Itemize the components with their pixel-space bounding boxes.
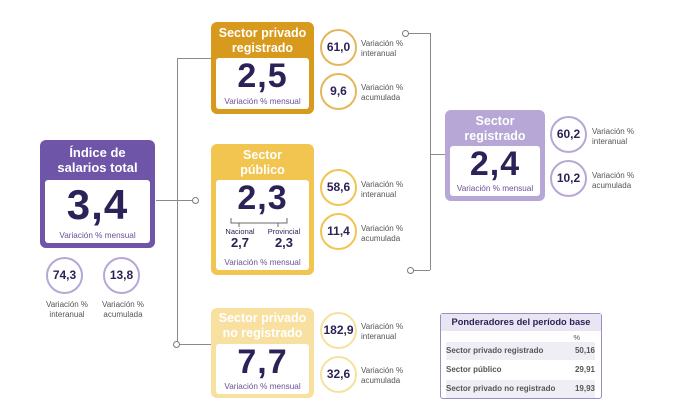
- connector-to-registrado: [430, 154, 445, 155]
- registrado-card: Sector registrado 2,4 Variación % mensua…: [445, 110, 545, 201]
- privado-registrado-caption: Variación % mensual: [224, 97, 301, 106]
- registrado-interanual-label: Variación % interanual: [592, 127, 635, 146]
- no-registrado-interanual-circle: 182,9: [320, 312, 357, 349]
- connector-node: [173, 341, 180, 348]
- publico-title: Sector público: [240, 148, 285, 177]
- publico-split-bracket: [230, 218, 288, 227]
- table-row-value: 29,91: [574, 365, 595, 374]
- publico-interanual-circle: 58,6: [320, 169, 357, 206]
- registrado-acumulada-label: Variación % acumulada: [592, 171, 635, 190]
- table-row-label: Sector público: [446, 365, 502, 374]
- registrado-value: 2,4: [469, 145, 521, 183]
- no-registrado-title: Sector privado no registrado: [218, 311, 307, 340]
- registrado-caption: Variación % mensual: [456, 184, 534, 193]
- total-acumulada-label: Variación % acumulada: [101, 300, 145, 319]
- table-row-label: Sector privado registrado: [446, 346, 544, 355]
- total-interanual-label: Variación % interanual: [45, 300, 89, 319]
- publico-nacional: Nacional 2,7: [220, 227, 260, 249]
- total-card: Índice de salarios total 3,4 Variación %…: [40, 140, 155, 248]
- connector-trunk: [177, 58, 178, 344]
- total-interanual-circle: 74,3: [46, 257, 83, 294]
- privado-registrado-acumulada-circle: 9,6: [320, 73, 357, 110]
- publico-value: 2,3: [237, 179, 288, 217]
- no-registrado-card: Sector privado no registrado 7,7 Variaci…: [211, 308, 314, 398]
- table-row-label: Sector privado no registrado: [446, 384, 556, 393]
- no-registrado-acumulada-circle: 32,6: [320, 356, 357, 393]
- privado-registrado-title: Sector privado registrado: [218, 26, 307, 55]
- table-row-value: 19,93: [574, 384, 595, 393]
- registrado-acumulada-circle: 10,2: [550, 160, 587, 197]
- connector-right-bottom: [410, 270, 430, 271]
- no-registrado-value: 7,7: [237, 343, 288, 381]
- connector-node: [407, 267, 414, 274]
- table-row: Sector privado registrado 50,16: [446, 342, 595, 360]
- privado-registrado-card: Sector privado registrado 2,5 Variación …: [211, 22, 314, 114]
- publico-provincial-label: Provincial: [267, 227, 301, 236]
- registrado-title: Sector registrado: [464, 114, 526, 143]
- ponderadores-title: Ponderadores del período base: [441, 314, 601, 331]
- connector-node: [192, 197, 199, 204]
- total-acumulada-circle: 13,8: [103, 257, 140, 294]
- privado-registrado-interanual-circle: 61,0: [320, 29, 357, 66]
- connector-to-privado-registrado: [177, 58, 211, 59]
- table-row-value: 50,16: [574, 346, 595, 355]
- total-value: 3,4: [66, 181, 129, 228]
- no-registrado-acumulada-label: Variación % acumulada: [361, 366, 404, 385]
- privado-registrado-acumulada-label: Variación % acumulada: [361, 83, 404, 102]
- no-registrado-caption: Variación % mensual: [224, 382, 301, 391]
- publico-provincial-value: 2,3: [274, 235, 294, 250]
- ponderadores-unit: %: [573, 333, 580, 342]
- publico-acumulada-circle: 11,4: [320, 213, 357, 250]
- total-caption: Variación % mensual: [59, 231, 136, 240]
- privado-registrado-value: 2,5: [237, 57, 288, 95]
- connector-node: [402, 30, 409, 37]
- connector-to-total: [156, 200, 196, 201]
- publico-acumulada-label: Variación % acumulada: [361, 224, 404, 243]
- connector-right-trunk: [430, 33, 431, 270]
- table-row: Sector público 29,91: [446, 361, 595, 379]
- registrado-interanual-circle: 60,2: [550, 116, 587, 153]
- table-row: Sector privado no registrado 19,93: [446, 380, 595, 398]
- publico-card: Sector público 2,3 Nacional 2,7 Provinci…: [211, 144, 314, 275]
- publico-nacional-value: 2,7: [230, 235, 250, 250]
- connector-to-no-registrado: [177, 344, 211, 345]
- privado-registrado-interanual-label: Variación % interanual: [361, 39, 404, 58]
- publico-provincial: Provincial 2,3: [262, 227, 306, 249]
- no-registrado-interanual-label: Variación % interanual: [361, 322, 404, 341]
- total-title: Índice de salarios total: [57, 145, 138, 175]
- publico-interanual-label: Variación % interanual: [361, 180, 404, 199]
- connector-right-top: [405, 33, 430, 34]
- publico-caption: Variación % mensual: [224, 258, 301, 267]
- publico-nacional-label: Nacional: [225, 227, 255, 236]
- ponderadores-table: Ponderadores del período base % Sector p…: [440, 313, 602, 399]
